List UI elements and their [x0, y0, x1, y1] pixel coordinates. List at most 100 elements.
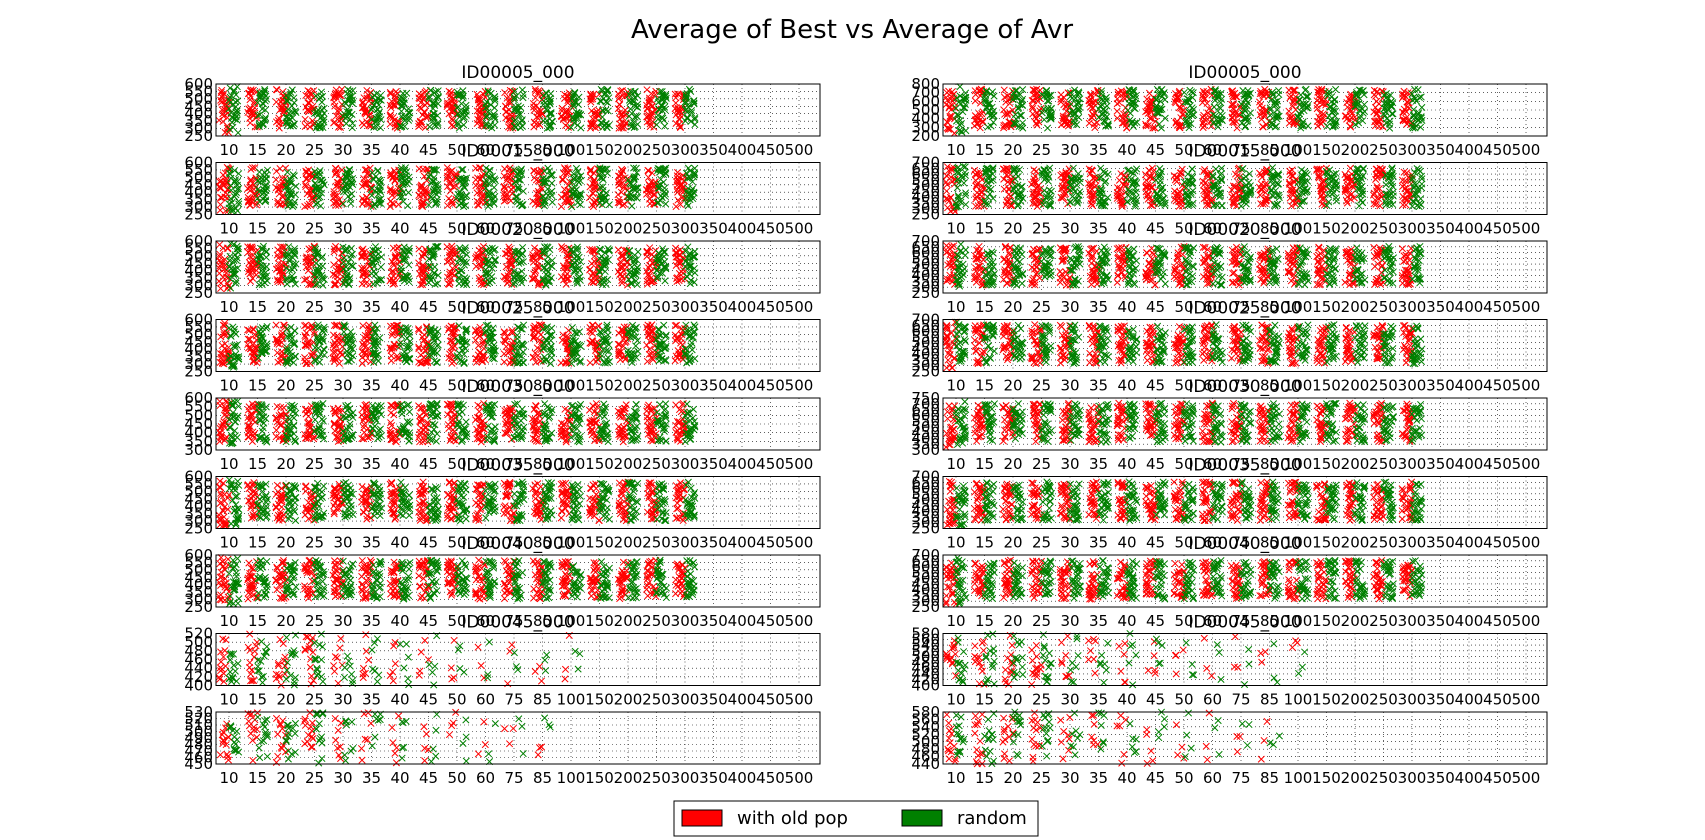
- marker: [1217, 176, 1226, 185]
- marker: [312, 259, 320, 267]
- marker: [377, 263, 385, 271]
- marker: [490, 110, 498, 118]
- marker: [245, 89, 253, 97]
- x-tick-label: 200: [1341, 141, 1370, 159]
- marker: [216, 241, 224, 249]
- marker: [1173, 174, 1181, 182]
- marker: [1318, 200, 1326, 208]
- marker: [570, 115, 578, 123]
- marker: [576, 111, 585, 119]
- marker: [646, 117, 654, 125]
- marker: [628, 122, 636, 131]
- marker: [481, 102, 489, 110]
- marker: [672, 111, 680, 119]
- marker: [331, 242, 340, 250]
- marker: [388, 97, 396, 105]
- marker: [573, 121, 582, 129]
- marker: [487, 101, 495, 109]
- data-markers: [942, 162, 1426, 216]
- y-tick-label: 700: [911, 154, 940, 172]
- marker: [419, 111, 427, 119]
- marker: [1372, 97, 1381, 105]
- marker: [389, 244, 397, 252]
- x-tick-label: 30: [1060, 141, 1079, 159]
- marker: [575, 266, 584, 275]
- x-tick-label: 10: [219, 220, 238, 238]
- x-tick-label: 250: [642, 220, 671, 238]
- x-tick-label: 300: [671, 220, 700, 238]
- marker: [586, 95, 594, 103]
- marker: [432, 200, 440, 208]
- marker: [1176, 188, 1184, 196]
- marker: [344, 105, 352, 113]
- marker: [256, 111, 264, 119]
- marker: [619, 124, 627, 132]
- marker: [485, 166, 493, 174]
- x-tick-label: 150: [1312, 141, 1341, 159]
- marker: [401, 112, 409, 120]
- marker: [341, 111, 349, 119]
- marker: [505, 123, 513, 131]
- marker: [363, 86, 371, 95]
- marker: [661, 184, 669, 192]
- marker: [563, 107, 571, 115]
- marker: [655, 105, 663, 113]
- x-tick-label: 400: [1455, 220, 1484, 238]
- marker: [483, 98, 491, 106]
- marker: [598, 113, 606, 121]
- marker: [336, 91, 344, 99]
- marker: [303, 106, 311, 114]
- marker: [1016, 111, 1024, 120]
- marker: [453, 104, 461, 112]
- marker: [434, 120, 442, 128]
- marker: [285, 109, 293, 117]
- marker: [287, 88, 295, 97]
- marker: [309, 102, 317, 110]
- marker: [273, 86, 281, 94]
- marker: [330, 98, 338, 106]
- marker: [272, 118, 281, 126]
- marker: [645, 94, 654, 102]
- marker: [489, 113, 497, 121]
- marker: [386, 101, 394, 109]
- marker: [512, 92, 521, 100]
- marker: [539, 117, 547, 125]
- marker: [661, 122, 669, 130]
- marker: [546, 100, 554, 108]
- marker: [387, 197, 395, 205]
- marker: [614, 172, 623, 180]
- x-tick-label: 25: [1032, 220, 1051, 238]
- x-tick-label: 20: [276, 220, 295, 238]
- marker: [434, 118, 442, 127]
- marker: [484, 87, 492, 95]
- marker: [360, 103, 368, 112]
- x-tick-label: 45: [1146, 141, 1165, 159]
- marker: [235, 170, 243, 178]
- marker: [631, 88, 639, 96]
- marker: [456, 244, 464, 252]
- subplot-title: ID00015_000: [1188, 142, 1301, 162]
- marker: [262, 92, 270, 100]
- marker: [529, 99, 537, 108]
- marker: [943, 187, 951, 195]
- marker: [644, 112, 653, 120]
- marker: [1198, 98, 1207, 107]
- marker: [462, 107, 470, 115]
- marker: [559, 175, 567, 183]
- x-tick-label: 500: [785, 220, 814, 238]
- marker: [255, 121, 263, 129]
- y-tick-label: 600: [184, 154, 213, 172]
- marker: [657, 101, 665, 109]
- marker: [1062, 102, 1070, 111]
- marker: [634, 248, 642, 256]
- marker: [250, 108, 258, 117]
- marker: [359, 99, 367, 107]
- marker: [490, 183, 498, 192]
- marker: [672, 119, 680, 128]
- x-tick-label: 450: [756, 141, 785, 159]
- marker: [1327, 98, 1335, 106]
- x-tick-label: 250: [1369, 220, 1398, 238]
- marker: [220, 90, 228, 98]
- marker: [429, 117, 437, 125]
- marker: [502, 103, 510, 111]
